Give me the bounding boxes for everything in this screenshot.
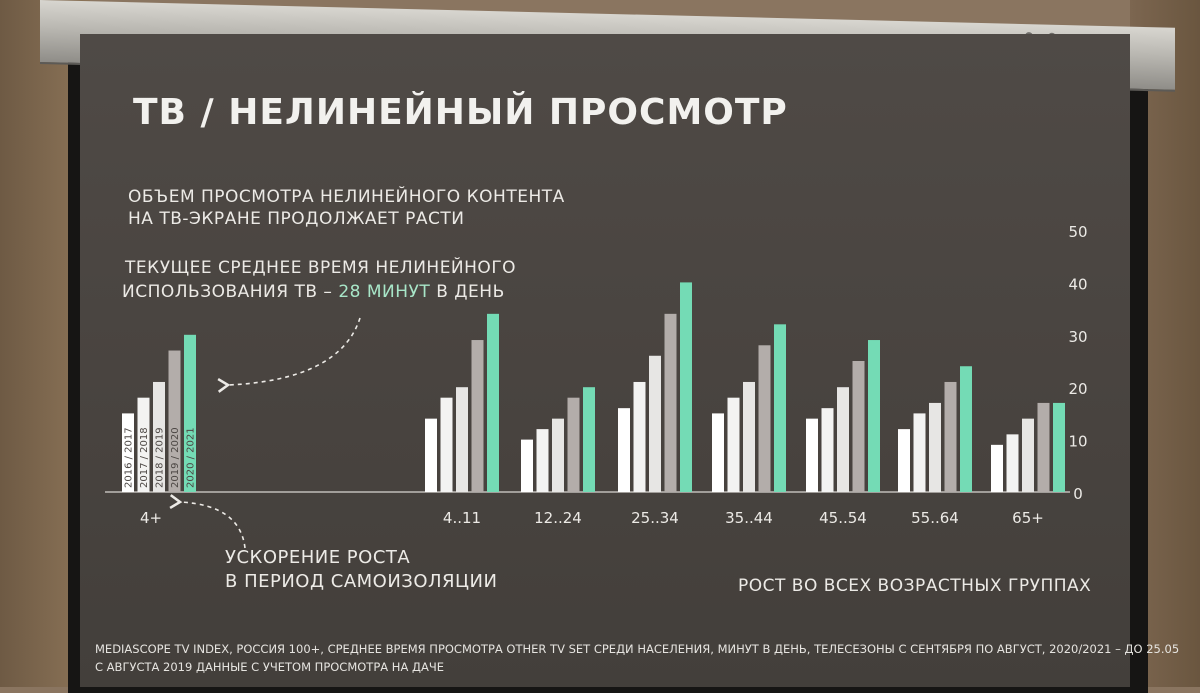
category-label: 4+ — [140, 509, 162, 527]
bar-4..11-2016-2017 — [425, 418, 437, 492]
legend-labels: 2016 / 2017 2017 / 2018 2018 / 2019 2019 / … — [124, 427, 197, 488]
y-tick-label: 10 — [1068, 433, 1087, 451]
dashed-arrow-to-4plus-icon — [217, 317, 361, 393]
growth-note: РОСТ ВО ВСЕХ ВОЗРАСТНЫХ ГРУППАХ — [738, 576, 1092, 596]
bar-65+-2016-2017 — [991, 444, 1003, 492]
bar-55..64-2020-2021 — [960, 366, 972, 492]
bar-4+-2019-2020 — [168, 350, 181, 492]
category-label: 25..34 — [631, 509, 679, 527]
legend-label: 2017 / 2018 — [139, 427, 150, 488]
source-line-2: С АВГУСТА 2019 ДАННЫЕ С УЧЕТОМ ПРОСМОТРА… — [95, 660, 444, 674]
category-label: 65+ — [1012, 509, 1044, 527]
legend-label: 2019 / 2020 — [170, 427, 181, 488]
current-average-prefix: ИСПОЛЬЗОВАНИЯ ТВ – — [122, 282, 333, 302]
bar-35..44-2018-2019 — [743, 381, 755, 492]
bar-45..54-2018-2019 — [837, 387, 849, 492]
bar-25..34-2019-2020 — [664, 313, 677, 492]
current-average-line-1: ТЕКУЩЕЕ СРЕДНЕЕ ВРЕМЯ НЕЛИНЕЙНОГО — [125, 258, 517, 278]
slide-title: ТВ / НЕЛИНЕЙНЫЙ ПРОСМОТР — [133, 92, 788, 133]
current-average-highlight: 28 МИНУТ — [338, 282, 431, 302]
subtitle-line-2: НА ТВ-ЭКРАНЕ ПРОДОЛЖАЕТ РАСТИ — [128, 209, 465, 229]
bar-4+-2018-2019 — [153, 381, 165, 492]
bar-65+-2018-2019 — [1022, 418, 1034, 492]
y-tick-label: 30 — [1068, 328, 1087, 346]
legend-label: 2016 / 2017 — [124, 427, 135, 488]
bar-25..34-2020-2021 — [680, 282, 692, 492]
bar-65+-2019-2020 — [1037, 402, 1050, 492]
bar-55..64-2017-2018 — [913, 413, 926, 492]
bar-35..44-2017-2018 — [727, 397, 740, 492]
bar-12..24-2018-2019 — [552, 418, 564, 492]
bar-25..34-2017-2018 — [633, 381, 646, 492]
bar-45..54-2016-2017 — [806, 418, 818, 492]
bar-55..64-2016-2017 — [898, 429, 910, 492]
slide — [80, 34, 1130, 687]
y-axis: 0 10 20 30 40 50 — [1068, 223, 1087, 503]
dashed-arrow-acceleration-icon — [169, 494, 246, 549]
y-tick-label: 50 — [1068, 223, 1087, 241]
bar-55..64-2019-2020 — [944, 381, 957, 492]
bar-65+-2020-2021 — [1053, 402, 1065, 492]
bar-4..11-2018-2019 — [456, 387, 468, 492]
legend-label: 2018 / 2019 — [155, 427, 166, 488]
current-average-suffix: В ДЕНЬ — [436, 282, 505, 302]
bar-12..24-2019-2020 — [567, 397, 580, 492]
bar-4+-2017-2018 — [137, 397, 150, 492]
category-labels: 4+ 4..11 12..24 25..34 35..44 45..54 55..64 65+ — [140, 509, 1044, 527]
bar-12..24-2020-2021 — [583, 387, 595, 492]
category-label: 45..54 — [819, 509, 867, 527]
bar-25..34-2016-2017 — [618, 408, 630, 492]
bar-12..24-2017-2018 — [536, 429, 549, 492]
bar-4..11-2020-2021 — [487, 313, 499, 492]
bar-4+-2020-2021 — [184, 334, 196, 492]
bar-35..44-2019-2020 — [758, 345, 771, 492]
bars — [122, 282, 1065, 492]
bar-35..44-2020-2021 — [774, 324, 786, 492]
bar-4..11-2017-2018 — [440, 397, 453, 492]
category-label: 35..44 — [725, 509, 773, 527]
source-line-1: MEDIASCOPE TV INDEX, РОССИЯ 100+, СРЕДНЕ… — [95, 642, 1180, 656]
category-label: 4..11 — [443, 509, 481, 527]
bar-25..34-2018-2019 — [649, 355, 661, 492]
bar-65+-2017-2018 — [1006, 434, 1019, 492]
category-label: 12..24 — [534, 509, 582, 527]
y-tick-label: 20 — [1068, 380, 1087, 398]
subtitle-line-1: ОБЪЕМ ПРОСМОТРА НЕЛИНЕЙНОГО КОНТЕНТА — [128, 187, 565, 207]
current-average-line-2: ИСПОЛЬЗОВАНИЯ ТВ – 28 МИНУТ В ДЕНЬ — [122, 281, 505, 303]
bar-4..11-2019-2020 — [471, 340, 484, 492]
bar-55..64-2018-2019 — [929, 402, 941, 492]
bar-35..44-2016-2017 — [712, 413, 724, 492]
y-tick-label: 40 — [1068, 275, 1087, 293]
bar-45..54-2019-2020 — [852, 361, 865, 492]
acceleration-line-2: В ПЕРИОД САМОИЗОЛЯЦИИ — [225, 571, 498, 592]
y-tick-label: 0 — [1073, 485, 1083, 503]
bar-4+-2016-2017 — [122, 413, 134, 492]
bar-12..24-2016-2017 — [521, 439, 533, 492]
bar-45..54-2017-2018 — [821, 408, 834, 492]
category-label: 55..64 — [911, 509, 959, 527]
bar-45..54-2020-2021 — [868, 340, 880, 492]
acceleration-line-1: УСКОРЕНИЕ РОСТА — [225, 547, 411, 568]
legend-label: 2020 / 2021 — [186, 427, 197, 488]
